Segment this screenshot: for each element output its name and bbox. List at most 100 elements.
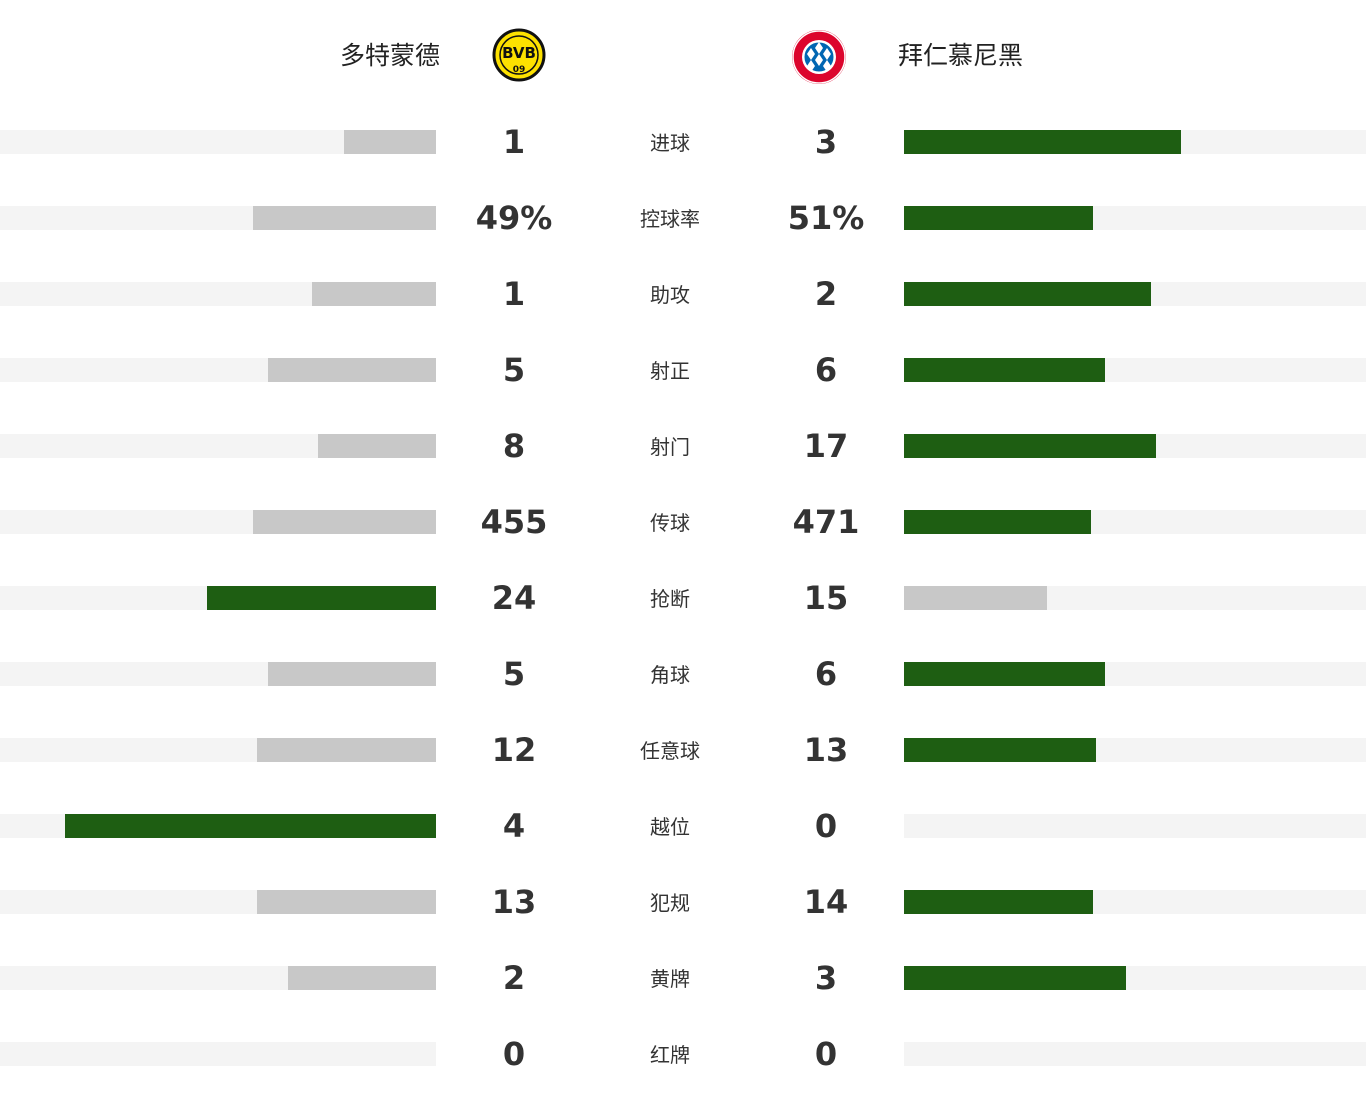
- home-stat-value: 2: [502, 959, 526, 997]
- stat-label: 角球: [650, 663, 690, 687]
- stat-label: 抢断: [650, 587, 690, 611]
- home-stat-bar: [257, 738, 436, 762]
- away-stat-value: 471: [792, 503, 860, 541]
- bvb-crest-icon: BVB 09: [492, 28, 546, 82]
- away-bar-track: [904, 738, 1366, 762]
- home-stat-value: 5: [502, 351, 526, 389]
- home-bar-track: [0, 282, 436, 306]
- stat-row: 1 助攻 2: [0, 256, 1372, 332]
- home-team-name: 多特蒙德: [339, 41, 440, 70]
- away-bar-track: [904, 814, 1366, 838]
- away-stat-bar: [904, 130, 1182, 154]
- home-bar-track: [0, 1042, 436, 1066]
- away-stat-bar: [904, 966, 1126, 990]
- away-stat-bar: [904, 434, 1156, 458]
- away-stat-value: 13: [803, 731, 849, 769]
- home-stat-value: 12: [491, 731, 537, 769]
- stats-table: 1 进球 3 49% 控球率 51% 1 助攻 2 5 射正 6 8 射门 17 455 传球 471 24 抢断 15…: [0, 104, 1372, 1092]
- home-bar-track: [0, 814, 436, 838]
- away-stat-value: 17: [803, 427, 849, 465]
- stat-row: 8 射门 17: [0, 408, 1372, 484]
- away-bar-track: [904, 130, 1366, 154]
- home-stat-bar: [65, 814, 436, 838]
- svg-text:09: 09: [513, 65, 526, 75]
- home-bar-track: [0, 434, 436, 458]
- home-bar-track: [0, 586, 436, 610]
- stat-label: 进球: [650, 131, 690, 155]
- home-stat-bar: [287, 966, 436, 990]
- home-stat-bar: [257, 890, 436, 914]
- away-stat-bar: [904, 206, 1094, 230]
- away-stat-value: 51%: [787, 199, 865, 237]
- stat-row: 455 传球 471: [0, 484, 1372, 560]
- away-bar-track: [904, 586, 1366, 610]
- away-stat-value: 6: [814, 655, 838, 693]
- away-bar-track: [904, 662, 1366, 686]
- home-stat-value: 24: [491, 579, 537, 617]
- home-bar-track: [0, 510, 436, 534]
- home-stat-bar: [344, 130, 436, 154]
- home-stat-bar: [268, 358, 436, 382]
- stat-row: 4 越位 0: [0, 788, 1372, 864]
- away-bar-track: [904, 358, 1366, 382]
- home-bar-track: [0, 738, 436, 762]
- stat-label: 射正: [650, 359, 690, 383]
- stat-row: 24 抢断 15: [0, 560, 1372, 636]
- away-stat-bar: [904, 890, 1094, 914]
- away-stat-bar: [904, 358, 1105, 382]
- stat-row: 2 黄牌 3: [0, 940, 1372, 1016]
- stat-label: 犯规: [650, 891, 690, 915]
- home-bar-track: [0, 130, 436, 154]
- home-stat-value: 1: [502, 123, 526, 161]
- home-stat-value: 8: [502, 427, 526, 465]
- away-stat-value: 3: [814, 959, 838, 997]
- away-bar-track: [904, 966, 1366, 990]
- stat-row: 1 进球 3: [0, 104, 1372, 180]
- home-stat-value: 13: [491, 883, 537, 921]
- stat-row: 0 红牌 0: [0, 1016, 1372, 1092]
- stat-row: 5 射正 6: [0, 332, 1372, 408]
- away-stat-value: 0: [814, 1035, 838, 1073]
- away-bar-track: [904, 1042, 1366, 1066]
- away-bar-track: [904, 206, 1366, 230]
- svg-text:BVB: BVB: [502, 44, 536, 62]
- home-bar-track: [0, 358, 436, 382]
- away-bar-track: [904, 510, 1366, 534]
- stat-row: 5 角球 6: [0, 636, 1372, 712]
- home-stat-bar: [252, 510, 436, 534]
- away-stat-value: 15: [803, 579, 849, 617]
- away-bar-track: [904, 282, 1366, 306]
- away-stat-bar: [904, 586, 1048, 610]
- stat-row: 13 犯规 14: [0, 864, 1372, 940]
- stat-label: 黄牌: [650, 967, 690, 991]
- away-stat-value: 0: [814, 807, 838, 845]
- away-stat-bar: [904, 510, 1092, 534]
- home-stat-value: 5: [502, 655, 526, 693]
- away-stat-value: 3: [814, 123, 838, 161]
- away-bar-track: [904, 890, 1366, 914]
- away-stat-bar: [904, 738, 1096, 762]
- stat-label: 射门: [650, 435, 690, 459]
- home-stat-value: 1: [502, 275, 526, 313]
- stat-label: 任意球: [640, 739, 700, 763]
- stat-label: 红牌: [650, 1043, 690, 1067]
- home-stat-value: 4: [502, 807, 526, 845]
- away-stat-value: 14: [803, 883, 849, 921]
- away-stat-bar: [904, 282, 1152, 306]
- fcb-crest-icon: [790, 28, 846, 84]
- away-stat-bar: [904, 662, 1105, 686]
- home-stat-bar: [268, 662, 436, 686]
- home-stat-value: 49%: [475, 199, 553, 237]
- home-stat-value: 0: [502, 1035, 526, 1073]
- home-stat-bar: [311, 282, 436, 306]
- home-stat-value: 455: [480, 503, 548, 541]
- stat-row: 12 任意球 13: [0, 712, 1372, 788]
- match-header: 多特蒙德 BVB 09 拜仁慕尼黑: [0, 0, 1372, 110]
- home-bar-track: [0, 662, 436, 686]
- stat-label: 控球率: [640, 207, 700, 231]
- home-bar-track: [0, 890, 436, 914]
- home-stat-bar: [207, 586, 436, 610]
- home-bar-track: [0, 966, 436, 990]
- away-stat-value: 6: [814, 351, 838, 389]
- stat-label: 助攻: [650, 283, 690, 307]
